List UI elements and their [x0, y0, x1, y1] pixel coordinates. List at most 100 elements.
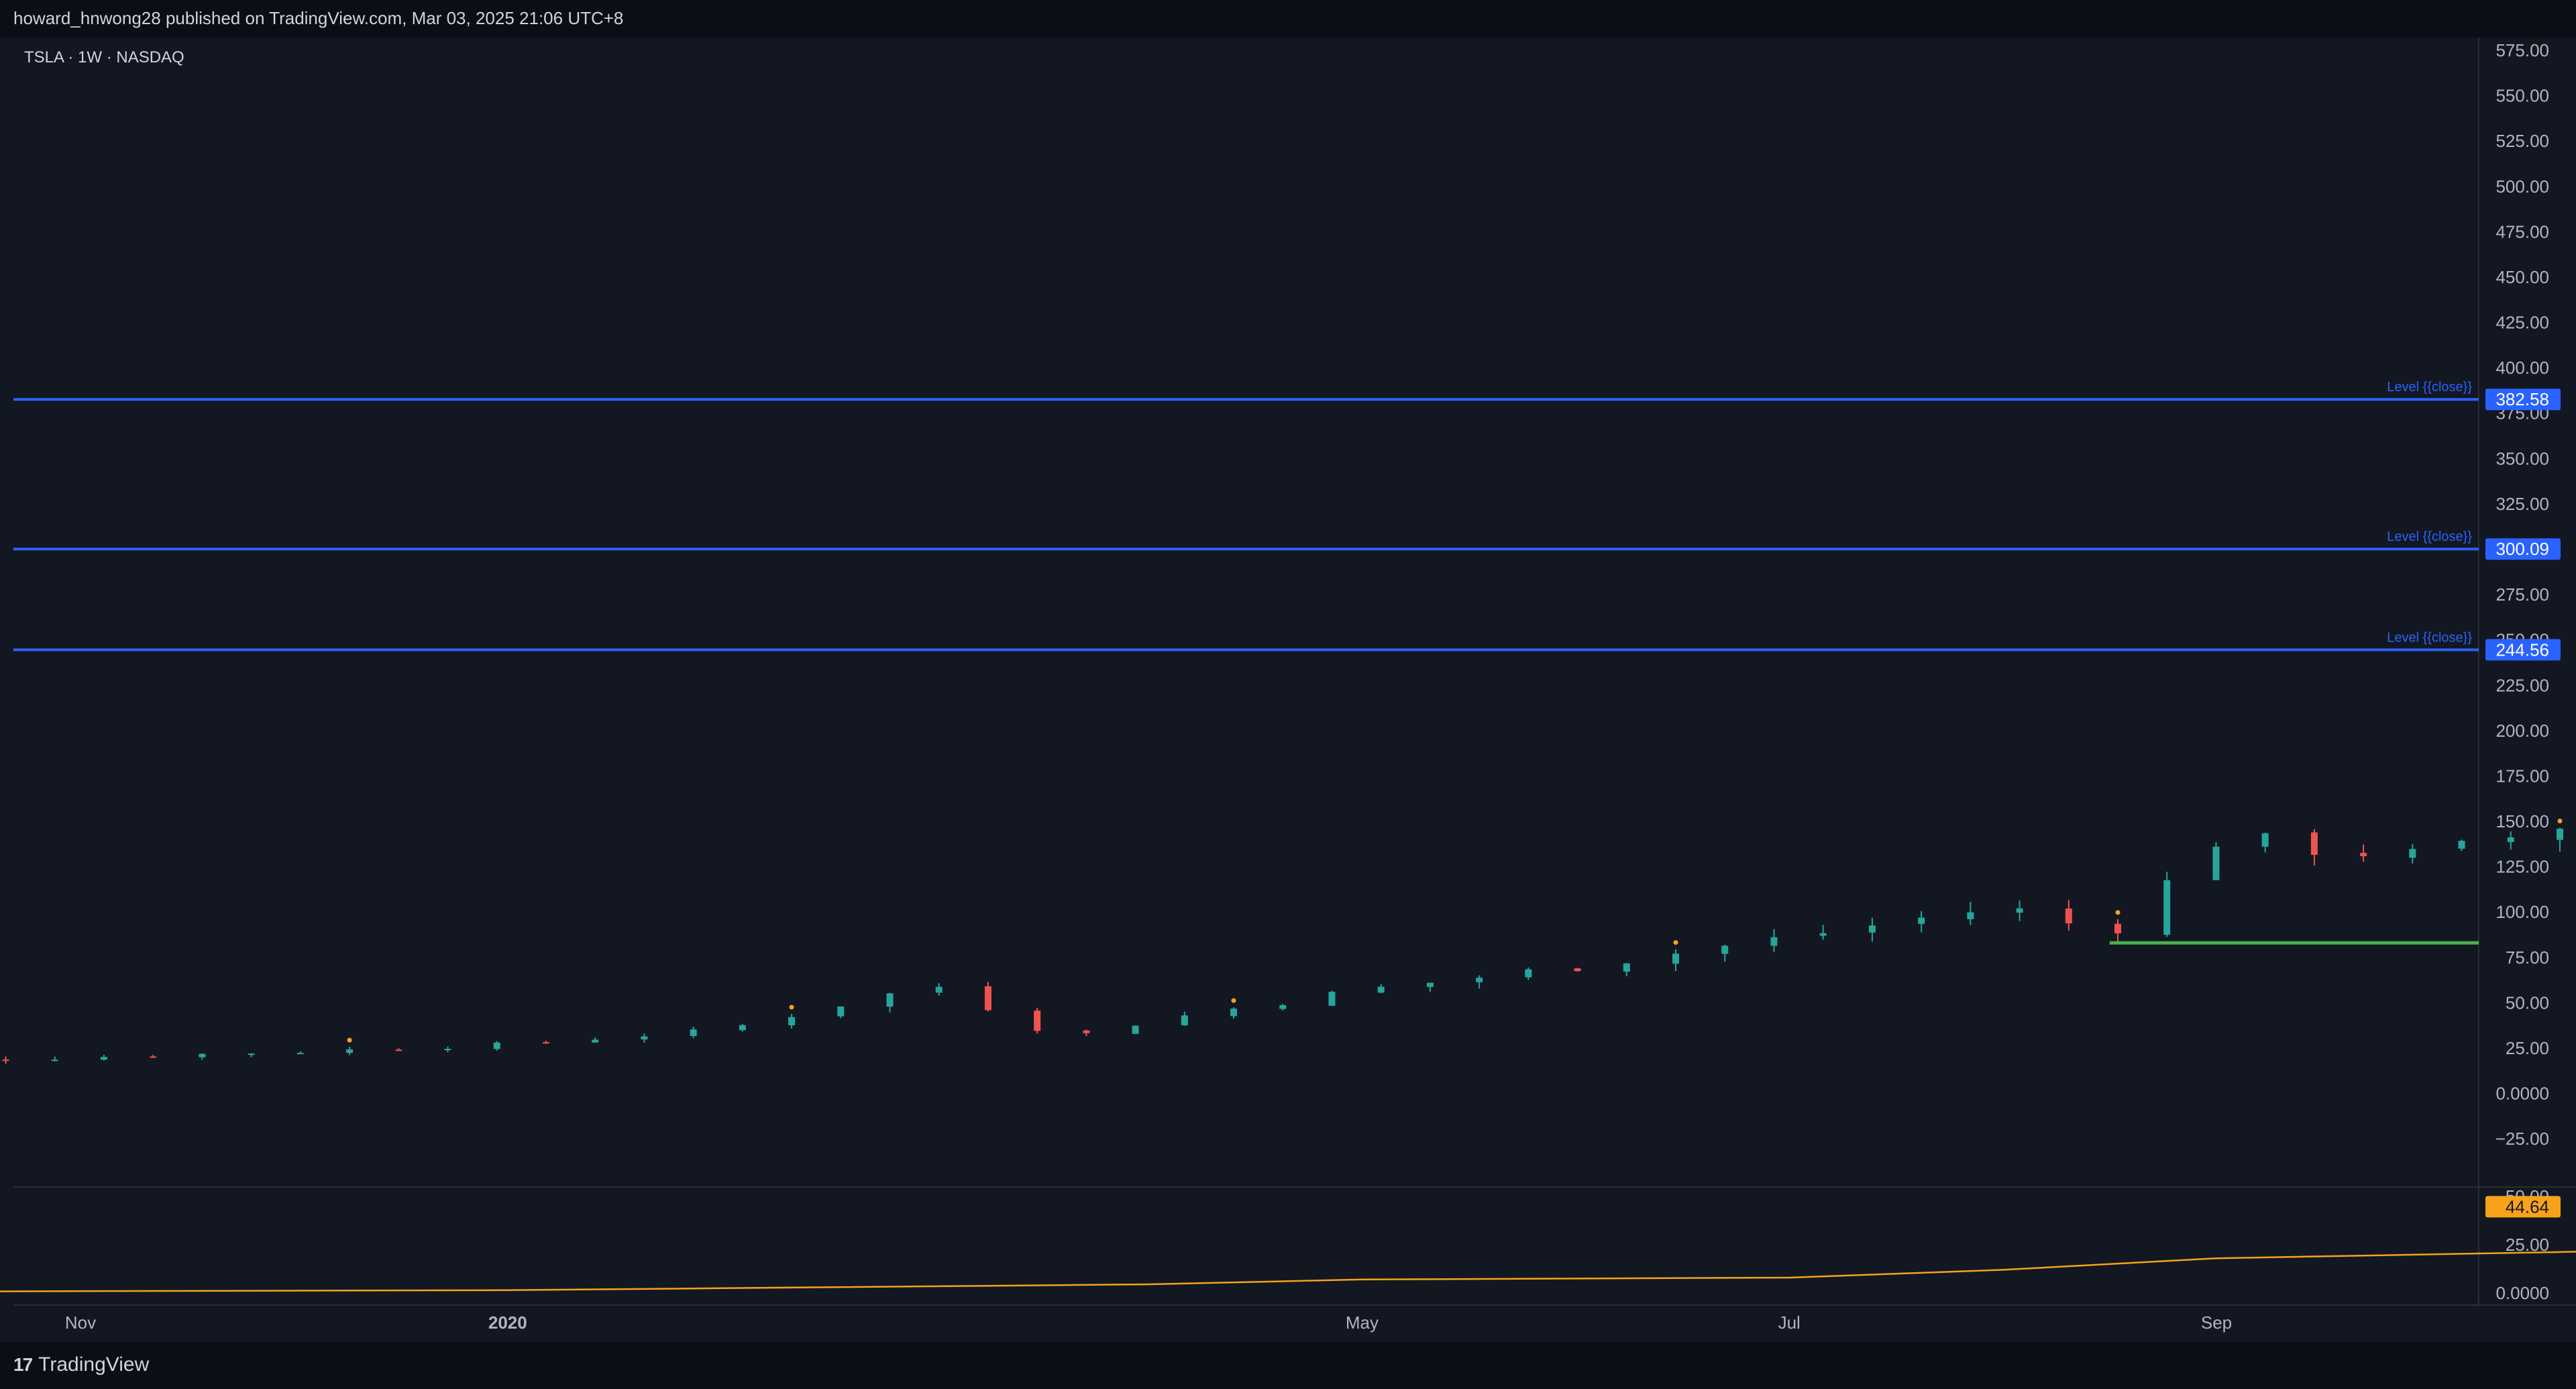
- price-tick-label: 525.00: [2496, 131, 2549, 151]
- candle-body: [1476, 977, 1483, 982]
- candle-body: [2556, 828, 2563, 840]
- price-tick-label: 175.00: [2496, 766, 2549, 786]
- candle-body: [2016, 908, 2023, 913]
- candle-body: [1623, 963, 1630, 972]
- price-tick-label: 75.00: [2506, 947, 2549, 968]
- level-price-tag: [2485, 538, 2561, 560]
- price-tick-label: 325.00: [2496, 494, 2549, 514]
- candle-body: [395, 1049, 402, 1051]
- candle-body: [1868, 925, 1876, 933]
- time-tick-label: Jul: [1778, 1313, 1801, 1333]
- candle-body: [1181, 1015, 1188, 1025]
- price-tick-label: 0.0000: [2496, 1084, 2549, 1104]
- candle-body: [1525, 969, 1532, 978]
- candle-body: [1672, 954, 1680, 964]
- candle-body: [493, 1042, 500, 1049]
- candle-body: [444, 1049, 451, 1051]
- candle-body: [1230, 1009, 1238, 1017]
- signal-dot: [2557, 819, 2563, 824]
- candles: [2, 819, 2563, 1064]
- publisher-text: howard_hnwong28 published on TradingView…: [13, 8, 624, 28]
- level-label: Level {{close}}: [2387, 380, 2472, 395]
- candle-body: [1377, 986, 1385, 993]
- price-tick-label: 450.00: [2496, 267, 2549, 287]
- candle-body: [51, 1060, 58, 1062]
- candle-body: [690, 1029, 697, 1036]
- candle-body: [1918, 917, 1925, 924]
- candle-body: [2360, 853, 2367, 857]
- candle-body: [2212, 846, 2220, 880]
- price-tick-label: 275.00: [2496, 584, 2549, 605]
- candle-body: [2163, 880, 2171, 935]
- candle-body: [1819, 933, 1827, 936]
- time-axis[interactable]: Nov2020MayJulSep2021MayJulSep2022MarJulS…: [13, 1304, 2576, 1333]
- price-tick-label: 575.00: [2496, 40, 2549, 60]
- signal-dot: [1231, 998, 1236, 1003]
- indicator-tick-label: 0.0000: [2496, 1283, 2549, 1303]
- indicator-value-tag-text: 44.64: [2506, 1196, 2549, 1217]
- time-tick-label: Sep: [2201, 1313, 2232, 1333]
- candle-body: [2458, 841, 2465, 849]
- candle-body: [199, 1053, 206, 1058]
- candle-body: [837, 1006, 845, 1017]
- candle-body: [2261, 833, 2269, 847]
- price-tick-label: 400.00: [2496, 358, 2549, 378]
- chart-background: [0, 38, 2576, 1342]
- candle-body: [346, 1049, 354, 1053]
- candle-body: [886, 993, 894, 1007]
- price-tick-label: 350.00: [2496, 448, 2549, 468]
- price-tick-label: 200.00: [2496, 721, 2549, 741]
- price-tick-label: 150.00: [2496, 811, 2549, 831]
- price-tick-label: 25.00: [2506, 1038, 2549, 1058]
- candle-body: [2114, 923, 2122, 934]
- candle-body: [935, 986, 943, 993]
- tradingview-logo-icon: 17: [13, 1354, 33, 1375]
- candle-body: [542, 1042, 549, 1044]
- level-price-tag-text: 382.58: [2496, 389, 2549, 409]
- signal-dot: [347, 1037, 352, 1043]
- time-tick-label: May: [1346, 1313, 1379, 1333]
- candle-body: [1279, 1005, 1287, 1009]
- candle-body: [1132, 1025, 1139, 1034]
- signal-dot: [789, 1005, 794, 1010]
- signal-dot: [2115, 910, 2121, 915]
- time-tick-label: 2020: [488, 1313, 527, 1333]
- tsla-weekly-chart[interactable]: 575.00 550.00 525.00 500.00 475.00 450.00 425.…: [0, 38, 2576, 1342]
- signal-dot: [1673, 940, 1678, 945]
- price-tick-label: 225.00: [2496, 675, 2549, 695]
- price-pane[interactable]: 575.00 550.00 525.00 500.00 475.00 450.00 425.…: [0, 38, 2576, 1305]
- time-tick-label: Nov: [65, 1313, 96, 1333]
- candle-body: [1967, 912, 1974, 919]
- candle-body: [592, 1039, 599, 1043]
- price-tick-label: −25.00: [2496, 1129, 2549, 1149]
- candle-body: [297, 1053, 304, 1055]
- price-tick-label: 50.00: [2506, 992, 2549, 1013]
- candle-body: [1083, 1030, 1090, 1033]
- level-price-tag-text: 244.56: [2496, 639, 2549, 660]
- candle-body: [2310, 832, 2318, 855]
- tradingview-brand-text: TradingView: [38, 1353, 150, 1376]
- candle-body: [2409, 849, 2416, 858]
- candle-body: [1770, 937, 1778, 946]
- candle-body: [1574, 968, 1581, 972]
- price-tick-label: 475.00: [2496, 221, 2549, 242]
- candle-body: [150, 1056, 157, 1058]
- price-tick-label: 425.00: [2496, 313, 2549, 333]
- price-tick-label: 500.00: [2496, 176, 2549, 197]
- candle-body: [739, 1025, 746, 1031]
- price-tick-label: 550.00: [2496, 86, 2549, 106]
- candle-body: [641, 1036, 648, 1040]
- candle-body: [984, 986, 991, 1011]
- level-price-tag-text: 300.09: [2496, 539, 2549, 559]
- candle-body: [1721, 945, 1729, 954]
- candle-body: [2, 1060, 9, 1062]
- level-price-tag: [2485, 389, 2561, 411]
- candle-body: [2507, 837, 2514, 842]
- candle-body: [1034, 1011, 1041, 1031]
- candle-body: [100, 1057, 107, 1060]
- tradingview-logo[interactable]: 17 TradingView: [13, 1353, 149, 1377]
- symbol-label: TSLA · 1W · NASDAQ: [24, 48, 184, 66]
- candle-body: [2065, 908, 2072, 924]
- indicator-tick-label: 25.00: [2506, 1235, 2549, 1255]
